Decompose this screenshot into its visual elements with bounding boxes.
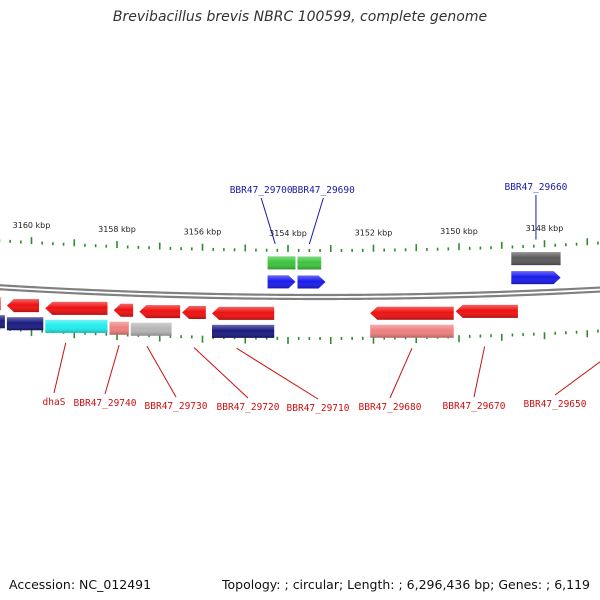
backbone-outer-line bbox=[0, 284, 600, 297]
forward-gene-feature-shading bbox=[267, 275, 296, 289]
label-leader-line bbox=[193, 347, 249, 399]
scale-labels: 3160 kbp 3158 kbp 3156 kbp 3154 kbp 3152 kbp… bbox=[13, 221, 564, 238]
scale-label: 3150 kbp bbox=[440, 227, 478, 236]
scale-label: 3148 kbp bbox=[526, 224, 564, 233]
reverse-gene-feature-shading bbox=[45, 301, 108, 315]
reverse-gene-feature-shading bbox=[130, 322, 172, 336]
length-label: Length: bbox=[347, 577, 395, 592]
reverse-gene-label: BBR47_29650 bbox=[524, 399, 587, 410]
reverse-gene-label: BBR47_29670 bbox=[443, 401, 506, 412]
reverse-gene-feature-shading bbox=[370, 306, 454, 320]
label-leader-line bbox=[236, 347, 319, 400]
forward-gene-label: BBR47_29700 bbox=[230, 185, 293, 196]
reverse-gene-feature-shading bbox=[0, 315, 5, 329]
scale-label: 3154 kbp bbox=[269, 229, 307, 238]
length: Length: 6,296,436 bp bbox=[339, 577, 490, 592]
label-leaders bbox=[53, 195, 600, 400]
reverse-gene-label: BBR47_29680 bbox=[359, 402, 422, 413]
reverse-gene-feature-shading bbox=[212, 306, 275, 320]
scale-label: 3156 kbp bbox=[184, 228, 222, 237]
forward-gene-feature-shading bbox=[297, 256, 322, 270]
accession-value: NC_012491 bbox=[79, 577, 152, 592]
accession-label: Accession: bbox=[9, 577, 76, 592]
page-title: Brevibacillus brevis NBRC 100599, comple… bbox=[112, 9, 488, 25]
reverse-gene-feature-shading bbox=[6, 299, 39, 313]
gene-labels: BBR47_29700 BBR47_29690 BBR47_29660 dhaS BBR… bbox=[43, 182, 587, 414]
reverse-gene-feature-shading bbox=[113, 303, 134, 317]
scale-label: 3160 kbp bbox=[13, 221, 51, 230]
reverse-gene-feature-shading bbox=[6, 317, 44, 331]
label-leader-line bbox=[389, 347, 413, 399]
reverse-gene-label: BBR47_29730 bbox=[145, 401, 208, 412]
reverse-gene-feature-shading bbox=[455, 304, 518, 318]
genome-backbone bbox=[0, 284, 600, 301]
reverse-gene-label: BBR47_29710 bbox=[287, 403, 350, 414]
forward-gene-feature-shading bbox=[267, 256, 296, 270]
reverse-gene-label: BBR47_29720 bbox=[217, 402, 280, 413]
label-leader-line bbox=[260, 197, 276, 244]
topology-value: circular bbox=[285, 577, 339, 592]
label-leader-line bbox=[146, 345, 177, 398]
forward-gene-label: BBR47_29660 bbox=[504, 182, 567, 193]
scale-label: 3158 kbp bbox=[98, 225, 136, 234]
reverse-gene-label: BBR47_29740 bbox=[74, 398, 137, 409]
reverse-gene-feature-shading bbox=[212, 324, 275, 338]
topology-label: Topology: bbox=[222, 577, 281, 592]
reverse-gene-feature-shading bbox=[0, 297, 1, 311]
reverse-gene-feature-shading bbox=[370, 324, 454, 338]
reverse-gene-feature-shading bbox=[182, 306, 206, 319]
forward-gene-feature-shading bbox=[297, 275, 326, 289]
length-value: 6,296,436 bp bbox=[398, 577, 490, 592]
label-leader-line bbox=[473, 346, 486, 398]
forward-gene-feature-shading bbox=[511, 252, 561, 266]
forward-gene-feature-shading bbox=[511, 271, 561, 285]
genes-value: 6,119 bbox=[546, 577, 590, 592]
scale-label: 3152 kbp bbox=[355, 229, 393, 238]
label-leader-line bbox=[104, 345, 120, 395]
gene-count: Genes: 6,119 bbox=[490, 577, 590, 592]
genome-summary: Topology: circularLength: 6,296,436 bpGe… bbox=[222, 577, 590, 592]
label-leader-line bbox=[554, 361, 600, 396]
reverse-gene-feature-shading bbox=[139, 305, 181, 319]
backbone-inner-line bbox=[0, 288, 600, 301]
reverse-gene-feature-shading bbox=[109, 321, 129, 335]
tick-row-outer bbox=[0, 237, 599, 252]
reverse-gene-label: dhaS bbox=[43, 397, 66, 408]
reverse-gene-feature-shading bbox=[45, 319, 108, 333]
feature-tracks bbox=[0, 252, 561, 338]
topology: Topology: circular bbox=[222, 577, 339, 592]
label-leader-line bbox=[53, 342, 67, 394]
accession-info: Accession: NC_012491 bbox=[9, 577, 151, 592]
forward-gene-label: BBR47_29690 bbox=[292, 185, 355, 196]
genes-label: Genes: bbox=[498, 577, 543, 592]
label-leader-line bbox=[308, 197, 324, 245]
